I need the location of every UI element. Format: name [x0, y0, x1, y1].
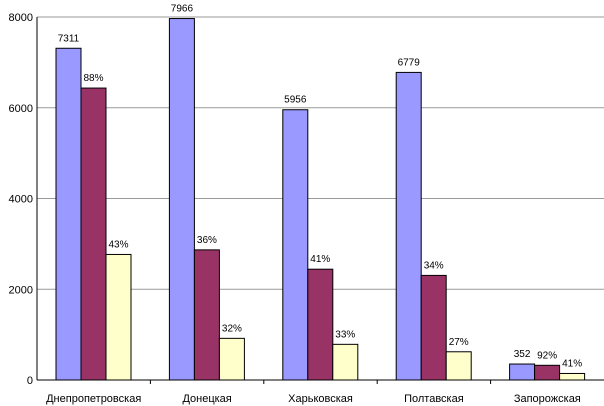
x-tick-label: Донецкая [182, 393, 231, 405]
bar [332, 343, 359, 381]
bar [80, 87, 107, 381]
bar [395, 71, 422, 381]
bar [282, 109, 309, 381]
data-label: 6779 [398, 57, 421, 68]
bar [218, 337, 245, 381]
bar [534, 364, 561, 381]
x-tick-label: Полтавская [404, 393, 464, 405]
data-label: 7311 [58, 33, 80, 44]
bar [55, 47, 82, 381]
data-label: 88% [83, 73, 103, 84]
data-label: 27% [449, 337, 469, 348]
bar [420, 274, 447, 381]
y-tick-label: 4000 [9, 194, 33, 206]
bars [55, 18, 586, 381]
y-tick-label: 6000 [9, 103, 33, 115]
data-label: 34% [424, 260, 444, 271]
data-label: 41% [562, 358, 582, 369]
data-label: 43% [108, 239, 128, 250]
data-label: 5956 [284, 95, 307, 106]
y-tick-label: 2000 [9, 284, 33, 296]
y-tick-label: 0 [27, 375, 33, 387]
bar [559, 372, 586, 381]
data-label: 7966 [171, 4, 194, 15]
data-label: 41% [310, 254, 330, 265]
y-tick-label: 8000 [9, 12, 33, 24]
labels: 0 2000 4000 6000 8000 7311 88% 43% Днепропетровс… [9, 4, 583, 405]
bar [445, 351, 472, 381]
data-label: 32% [222, 323, 242, 334]
data-label: 36% [197, 235, 217, 246]
bar [307, 268, 334, 381]
axes [36, 17, 604, 384]
data-label: 33% [335, 329, 355, 340]
bar [509, 363, 536, 381]
data-label: 352 [514, 349, 531, 360]
bar [168, 18, 195, 381]
bar [193, 249, 220, 381]
x-tick-label: Харьковская [288, 393, 353, 405]
bar [105, 253, 132, 381]
x-tick-label: Днепропетровская [46, 393, 141, 405]
data-label: 92% [537, 350, 557, 361]
x-tick-label: Запорожская [514, 393, 581, 405]
